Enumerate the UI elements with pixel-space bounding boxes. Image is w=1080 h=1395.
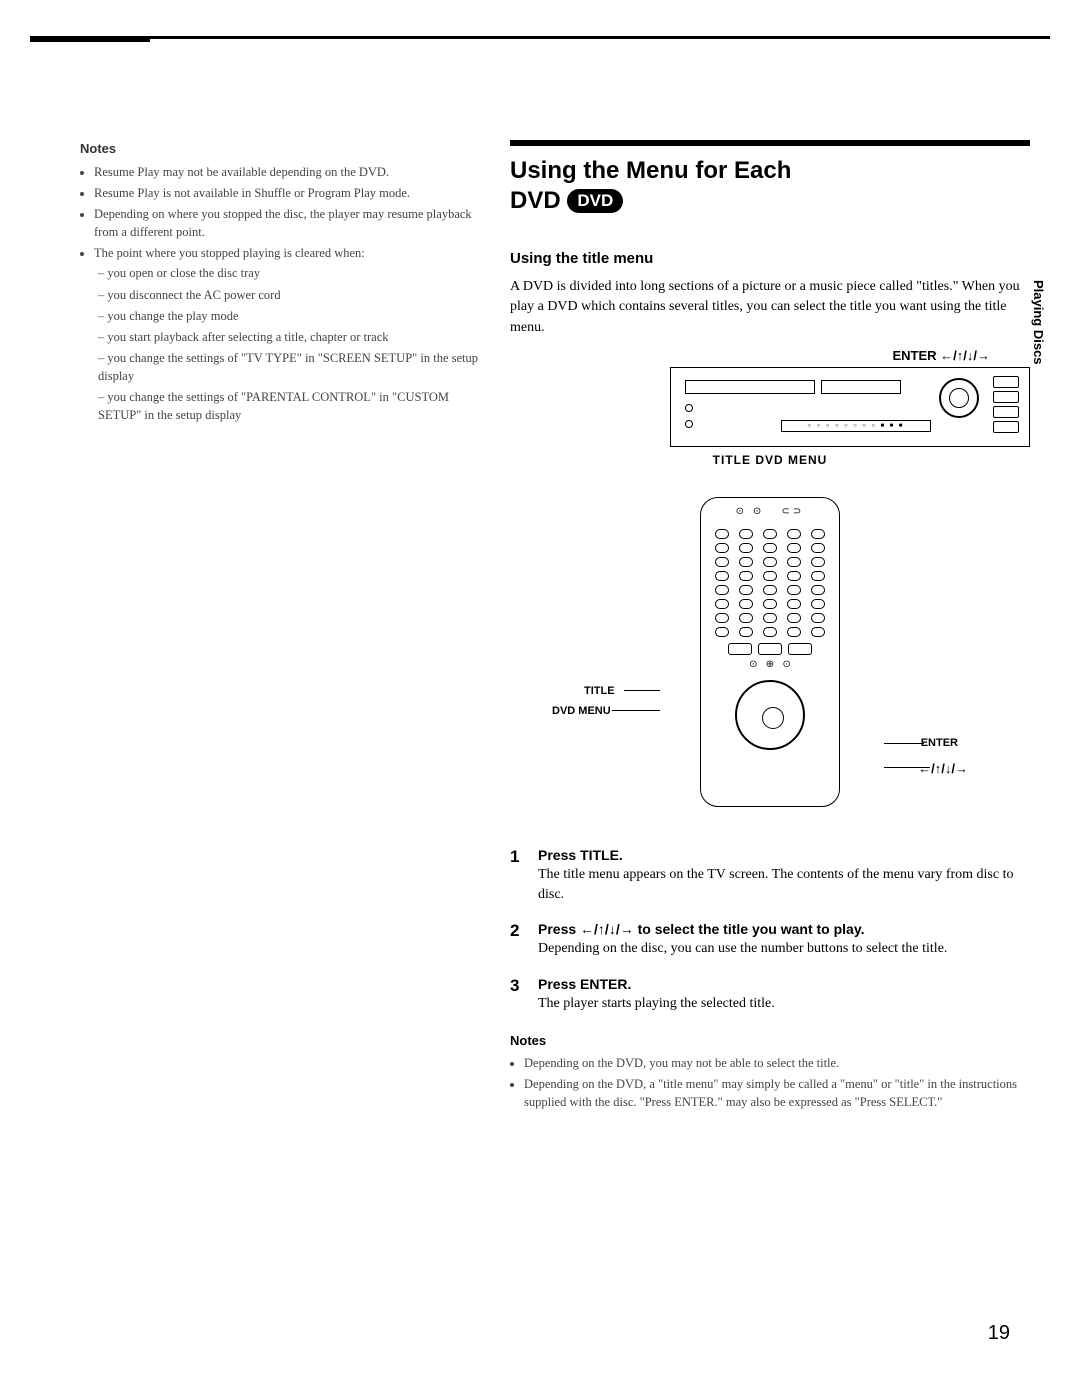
- remote-arrows-label: ←/↑/↓/→: [918, 761, 968, 776]
- disc-tray-icon: [685, 380, 815, 394]
- title-line-2: DVD: [510, 187, 561, 214]
- dpad-icon: [735, 680, 805, 750]
- notes2-item: Depending on the DVD, a "title menu" may…: [524, 1075, 1030, 1111]
- remote-diagram-wrap: TITLE DVD MENU ENTER ←/↑/↓/→ ⊙ ⊙ ⊂⊃ ⊙ ⊕: [620, 497, 920, 807]
- leader-line: [612, 710, 660, 711]
- remote-title-label: TITLE: [584, 685, 615, 697]
- step-heading: Press TITLE.: [538, 847, 1030, 863]
- note-subitem: you open or close the disc tray: [98, 264, 480, 282]
- page-number: 19: [988, 1322, 1010, 1345]
- notes2-heading: Notes: [510, 1032, 1030, 1051]
- note-subitem: you disconnect the AC power cord: [98, 286, 480, 304]
- step-body: The title menu appears on the TV screen.…: [538, 865, 1030, 906]
- subsection-title: Using the title menu: [510, 250, 1030, 267]
- step-heading: Press ←/↑/↓/→ to select the title you wa…: [538, 921, 947, 937]
- left-column: Notes Resume Play may not be available d…: [80, 140, 480, 1114]
- notes-heading: Notes: [80, 140, 480, 159]
- notes-list: Resume Play may not be available dependi…: [80, 163, 480, 425]
- scan-artifact-top: [30, 36, 1050, 39]
- note-subitem: you change the settings of "PARENTAL CON…: [98, 388, 480, 424]
- dvd-badge: DVD: [567, 189, 623, 213]
- side-tab: Playing Discs: [1031, 280, 1046, 365]
- note-item: Resume Play may not be available dependi…: [94, 163, 480, 181]
- step-body: Depending on the disc, you can use the n…: [538, 939, 947, 959]
- enter-arrow-label: ENTER ←/↑/↓/→: [510, 348, 1030, 363]
- step-heading: Press ENTER.: [538, 976, 775, 992]
- jog-dial-icon: [939, 378, 979, 418]
- note-subitem: you change the settings of "TV TYPE" in …: [98, 349, 480, 385]
- main-title: Using the Menu for Each DVD DVD: [510, 156, 1030, 216]
- bottom-notes: Notes Depending on the DVD, you may not …: [510, 1032, 1030, 1111]
- note-subitem: you start playback after selecting a tit…: [98, 328, 480, 346]
- remote-trio-buttons: [701, 643, 839, 655]
- button-row-icon: ○ ○ ○ ○ ○ ○ ○ ○ ■ ■ ■: [781, 420, 931, 432]
- note-item: Depending on where you stopped the disc,…: [94, 205, 480, 241]
- step-1: 1 Press TITLE. The title menu appears on…: [510, 847, 1030, 906]
- player-caption: TITLE DVD MENU: [510, 453, 1030, 467]
- led-icon: [685, 420, 693, 428]
- step-2: 2 Press ←/↑/↓/→ to select the title you …: [510, 921, 1030, 959]
- intro-paragraph: A DVD is divided into long sections of a…: [510, 277, 1030, 338]
- remote-button-grid: [715, 529, 825, 637]
- notes2-list: Depending on the DVD, you may not be abl…: [510, 1054, 1030, 1111]
- step-body: The player starts playing the selected t…: [538, 994, 775, 1014]
- leader-line: [624, 690, 660, 691]
- leader-line: [884, 743, 924, 744]
- note-item-text: The point where you stopped playing is c…: [94, 246, 365, 260]
- remote-top-icon: ⊙ ⊙ ⊂⊃: [701, 498, 839, 517]
- remote-enter-label: ENTER: [921, 737, 958, 749]
- side-buttons-icon: [993, 376, 1019, 436]
- player-diagram: ○ ○ ○ ○ ○ ○ ○ ○ ■ ■ ■: [670, 367, 1030, 447]
- step-3: 3 Press ENTER. The player starts playing…: [510, 976, 1030, 1014]
- remote-diagram: ⊙ ⊙ ⊂⊃ ⊙ ⊕ ⊙: [700, 497, 840, 807]
- title-line-1: Using the Menu for Each: [510, 157, 791, 184]
- note-item: The point where you stopped playing is c…: [94, 244, 480, 424]
- step-number: 1: [510, 847, 526, 906]
- step-number: 2: [510, 921, 526, 959]
- note-item: Resume Play is not available in Shuffle …: [94, 184, 480, 202]
- right-column: Using the Menu for Each DVD DVD Using th…: [510, 140, 1030, 1114]
- led-icon: [685, 404, 693, 412]
- section-bar: [510, 140, 1030, 146]
- remote-dvdmenu-label: DVD MENU: [552, 705, 611, 717]
- notes2-item: Depending on the DVD, you may not be abl…: [524, 1054, 1030, 1072]
- display-panel-icon: [821, 380, 901, 394]
- note-sublist: you open or close the disc tray you disc…: [94, 264, 480, 424]
- step-number: 3: [510, 976, 526, 1014]
- note-subitem: you change the play mode: [98, 307, 480, 325]
- enter-label-text: ENTER ←/↑/↓/→: [892, 348, 990, 363]
- leader-line: [884, 767, 930, 768]
- remote-small-row: ⊙ ⊕ ⊙: [701, 659, 839, 670]
